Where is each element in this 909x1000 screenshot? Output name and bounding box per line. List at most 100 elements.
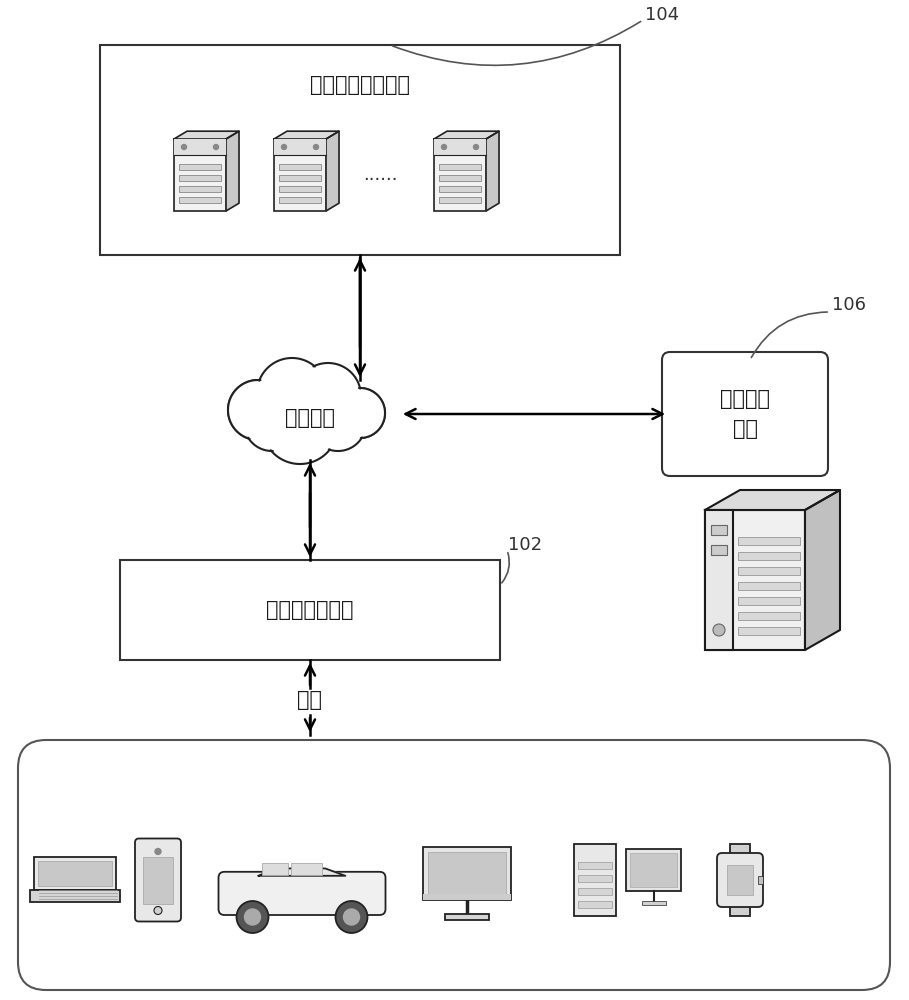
- Bar: [445, 914, 489, 920]
- Bar: [574, 844, 616, 916]
- Bar: [578, 875, 612, 882]
- Circle shape: [311, 396, 365, 450]
- Text: 102: 102: [508, 536, 542, 554]
- Text: 签名服务
程序: 签名服务 程序: [720, 389, 770, 439]
- FancyArrowPatch shape: [752, 312, 827, 358]
- Bar: [30, 890, 120, 902]
- Bar: [423, 847, 511, 900]
- Circle shape: [214, 144, 218, 149]
- Bar: [578, 862, 612, 869]
- Circle shape: [245, 909, 261, 925]
- Bar: [642, 901, 665, 905]
- Circle shape: [182, 144, 186, 149]
- Circle shape: [155, 848, 161, 854]
- Bar: [738, 567, 800, 575]
- Polygon shape: [174, 131, 239, 139]
- Circle shape: [335, 901, 367, 933]
- Bar: [730, 844, 750, 858]
- Bar: [279, 164, 321, 170]
- Text: 资源转移业务平台: 资源转移业务平台: [310, 75, 410, 95]
- Polygon shape: [486, 131, 499, 211]
- Bar: [738, 537, 800, 545]
- Text: ......: ......: [363, 166, 397, 184]
- Circle shape: [262, 388, 338, 464]
- Bar: [274, 139, 326, 155]
- Polygon shape: [434, 131, 499, 139]
- Bar: [578, 888, 612, 895]
- Text: 通信网络: 通信网络: [285, 408, 335, 428]
- Bar: [423, 894, 511, 900]
- Bar: [439, 186, 481, 192]
- Bar: [120, 560, 500, 660]
- Bar: [705, 510, 733, 650]
- Bar: [626, 849, 681, 891]
- Text: 106: 106: [832, 296, 866, 314]
- Bar: [279, 186, 321, 192]
- Bar: [727, 865, 753, 895]
- Polygon shape: [228, 380, 385, 440]
- FancyBboxPatch shape: [218, 872, 385, 915]
- FancyArrowPatch shape: [502, 553, 509, 583]
- Polygon shape: [705, 490, 840, 510]
- Circle shape: [154, 906, 162, 914]
- Circle shape: [282, 144, 286, 149]
- Polygon shape: [805, 490, 840, 650]
- Bar: [434, 139, 486, 211]
- Circle shape: [257, 358, 327, 428]
- Circle shape: [442, 144, 446, 149]
- Circle shape: [310, 395, 366, 451]
- Bar: [262, 863, 288, 875]
- Bar: [274, 139, 326, 211]
- Bar: [291, 863, 322, 875]
- FancyArrowPatch shape: [393, 21, 641, 65]
- Bar: [174, 139, 226, 211]
- Bar: [439, 175, 481, 181]
- Circle shape: [236, 901, 268, 933]
- Bar: [174, 139, 226, 155]
- Bar: [738, 552, 800, 560]
- Bar: [578, 901, 612, 908]
- Circle shape: [474, 144, 478, 149]
- Text: 例如: 例如: [297, 690, 323, 710]
- Bar: [143, 856, 173, 904]
- FancyBboxPatch shape: [18, 740, 890, 990]
- Circle shape: [335, 389, 385, 437]
- Bar: [179, 175, 221, 181]
- Bar: [439, 197, 481, 203]
- Bar: [738, 612, 800, 620]
- Circle shape: [258, 359, 326, 427]
- Bar: [705, 510, 805, 650]
- Bar: [711, 545, 727, 555]
- Bar: [279, 197, 321, 203]
- Circle shape: [296, 364, 360, 428]
- Bar: [38, 861, 112, 886]
- FancyBboxPatch shape: [662, 352, 828, 476]
- Text: 104: 104: [645, 6, 679, 24]
- Polygon shape: [258, 868, 345, 876]
- Circle shape: [229, 381, 287, 439]
- Bar: [738, 597, 800, 605]
- Bar: [630, 853, 677, 887]
- Bar: [179, 186, 221, 192]
- Bar: [179, 197, 221, 203]
- Circle shape: [344, 909, 359, 925]
- Circle shape: [244, 395, 300, 451]
- Bar: [279, 175, 321, 181]
- Bar: [711, 525, 727, 535]
- Bar: [428, 852, 506, 895]
- Polygon shape: [326, 131, 339, 211]
- Circle shape: [263, 389, 337, 463]
- Circle shape: [713, 624, 725, 636]
- Bar: [439, 164, 481, 170]
- Circle shape: [245, 396, 299, 450]
- FancyBboxPatch shape: [135, 838, 181, 922]
- Bar: [730, 902, 750, 916]
- Bar: [100, 45, 620, 255]
- Bar: [434, 139, 486, 155]
- Circle shape: [335, 388, 385, 438]
- Bar: [220, 398, 400, 458]
- Bar: [34, 857, 116, 890]
- FancyBboxPatch shape: [717, 853, 763, 907]
- Text: 资源转移请求端: 资源转移请求端: [266, 600, 354, 620]
- Bar: [738, 582, 800, 590]
